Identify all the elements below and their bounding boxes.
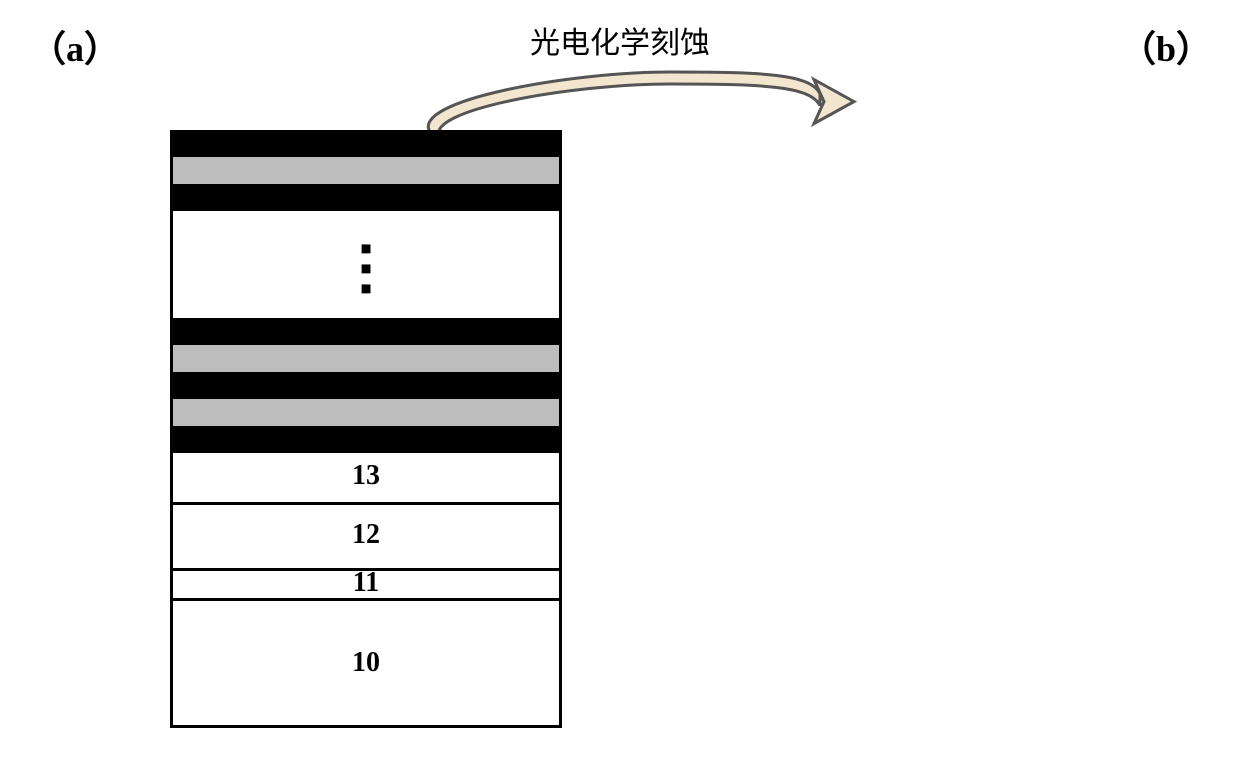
process-arrow-icon bbox=[400, 60, 890, 140]
layer-label: 12 bbox=[170, 519, 562, 551]
layer bbox=[170, 396, 562, 426]
layer-label: 10 bbox=[170, 647, 562, 679]
layer bbox=[170, 318, 562, 342]
panel-b-label: （b） bbox=[1120, 20, 1212, 72]
ellipsis-icon: ▪▪▪ bbox=[170, 239, 562, 298]
panel-a-label: （a） bbox=[30, 20, 120, 72]
layer-label: 11 bbox=[170, 567, 562, 599]
layer bbox=[170, 184, 562, 208]
label-column-a bbox=[80, 130, 170, 728]
layer bbox=[170, 154, 562, 184]
layer bbox=[170, 342, 562, 372]
layer bbox=[170, 130, 562, 154]
layer bbox=[170, 372, 562, 396]
layer bbox=[170, 426, 562, 450]
stack-a: ▪▪▪ 13 12 11 10 bbox=[170, 130, 562, 728]
diagram-title: 光电化学刻蚀 bbox=[500, 18, 740, 62]
layer-label: 13 bbox=[170, 460, 562, 492]
